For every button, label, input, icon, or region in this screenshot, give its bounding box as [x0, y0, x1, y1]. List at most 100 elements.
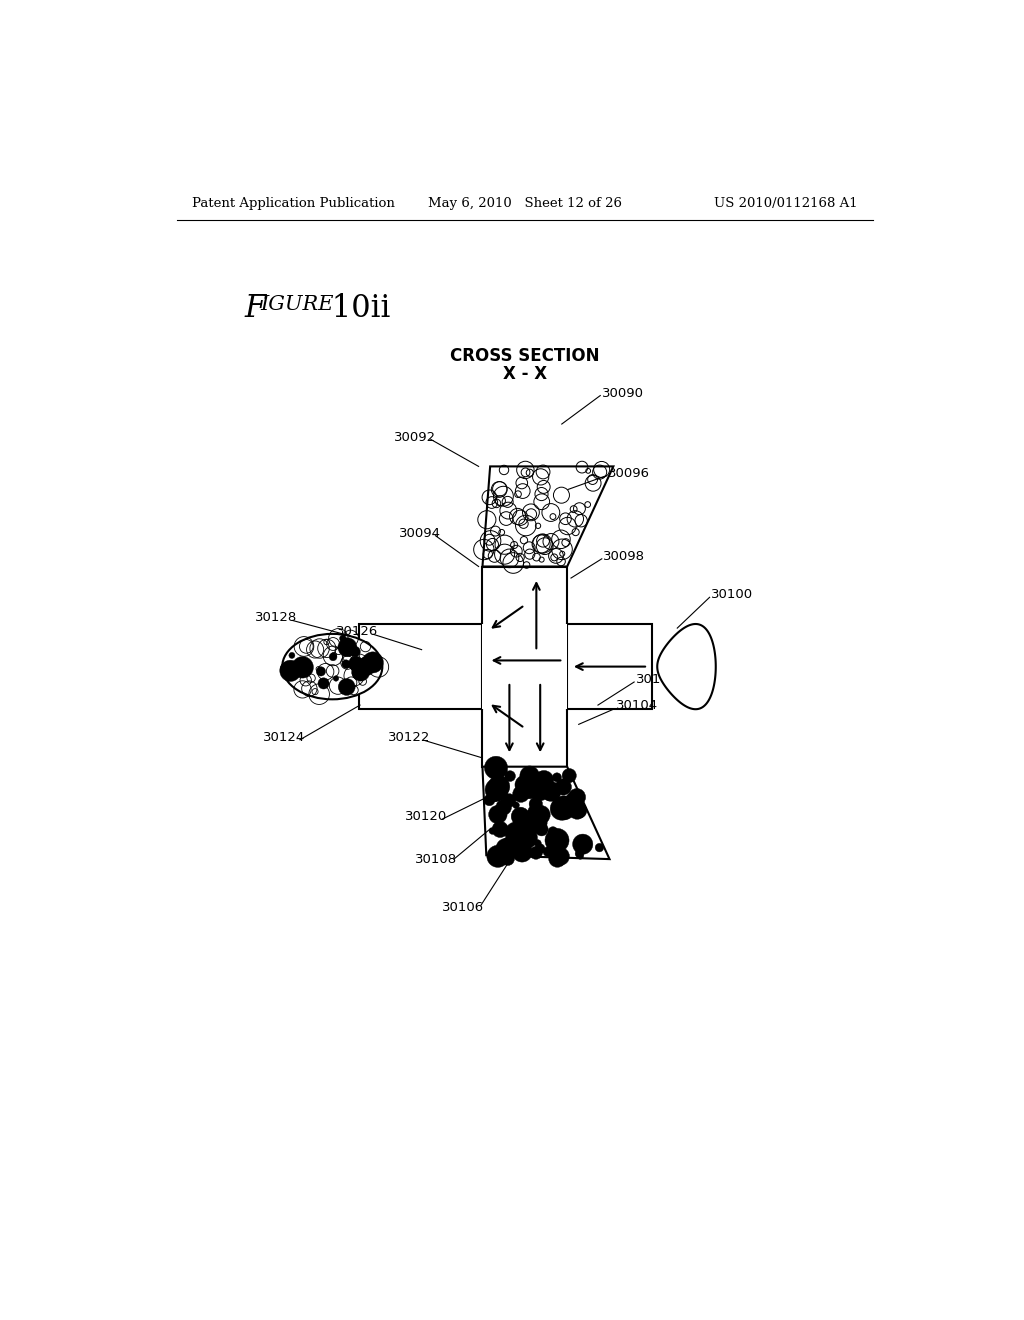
Text: 30106: 30106	[442, 902, 484, 915]
Text: 30094: 30094	[398, 527, 440, 540]
Circle shape	[548, 826, 558, 837]
Circle shape	[535, 843, 545, 854]
Circle shape	[552, 772, 561, 781]
Circle shape	[318, 677, 329, 689]
Circle shape	[520, 766, 540, 785]
Circle shape	[492, 795, 499, 801]
Circle shape	[543, 776, 549, 783]
Circle shape	[356, 657, 375, 676]
Circle shape	[577, 853, 584, 859]
Circle shape	[544, 789, 556, 801]
Text: 30092: 30092	[394, 430, 436, 444]
Text: 30126: 30126	[336, 624, 379, 638]
Text: 30098: 30098	[603, 550, 645, 564]
Circle shape	[361, 656, 370, 665]
Circle shape	[543, 846, 553, 857]
Circle shape	[549, 850, 566, 867]
Circle shape	[333, 676, 339, 681]
Circle shape	[486, 845, 509, 867]
Circle shape	[484, 756, 508, 779]
Circle shape	[531, 805, 550, 824]
Circle shape	[553, 830, 562, 841]
Circle shape	[545, 829, 569, 853]
Circle shape	[338, 638, 357, 657]
Circle shape	[520, 816, 538, 833]
Circle shape	[513, 803, 519, 809]
Text: 10ii: 10ii	[322, 293, 390, 325]
Circle shape	[338, 678, 355, 696]
Text: 30124: 30124	[263, 731, 305, 744]
Circle shape	[535, 840, 542, 846]
Circle shape	[536, 788, 542, 795]
Circle shape	[502, 837, 517, 851]
Polygon shape	[482, 767, 609, 859]
Circle shape	[505, 771, 515, 781]
Circle shape	[485, 779, 508, 801]
Text: 30122: 30122	[388, 731, 430, 744]
Circle shape	[340, 635, 346, 642]
Circle shape	[329, 653, 337, 661]
Circle shape	[527, 804, 544, 821]
Text: May 6, 2010   Sheet 12 of 26: May 6, 2010 Sheet 12 of 26	[428, 197, 622, 210]
Bar	[482, 667, 567, 767]
Circle shape	[348, 656, 364, 671]
Circle shape	[552, 796, 575, 820]
Circle shape	[496, 800, 511, 814]
Text: 30096: 30096	[608, 467, 650, 480]
Circle shape	[501, 767, 507, 775]
Text: CROSS SECTION: CROSS SECTION	[451, 347, 599, 366]
Text: X - X: X - X	[503, 364, 547, 383]
Circle shape	[575, 849, 584, 858]
Bar	[482, 566, 567, 667]
Text: F: F	[245, 293, 265, 325]
Circle shape	[488, 805, 507, 824]
Circle shape	[292, 656, 313, 678]
Circle shape	[289, 652, 295, 659]
Circle shape	[505, 822, 527, 843]
Circle shape	[492, 821, 508, 837]
Circle shape	[316, 667, 326, 676]
Circle shape	[517, 828, 538, 849]
Circle shape	[483, 795, 495, 805]
Circle shape	[536, 822, 548, 836]
Circle shape	[284, 664, 297, 676]
Circle shape	[350, 647, 360, 657]
Circle shape	[496, 838, 516, 858]
Text: 30100: 30100	[711, 587, 754, 601]
Circle shape	[487, 776, 510, 797]
Circle shape	[515, 775, 534, 795]
Circle shape	[493, 775, 506, 789]
Circle shape	[518, 776, 541, 799]
Circle shape	[540, 780, 551, 792]
Circle shape	[552, 847, 569, 865]
Text: 30090: 30090	[602, 387, 644, 400]
Text: 30120: 30120	[404, 810, 446, 824]
Bar	[567, 624, 652, 709]
Circle shape	[280, 660, 301, 681]
Circle shape	[362, 652, 383, 673]
Circle shape	[525, 812, 547, 833]
Polygon shape	[657, 624, 716, 709]
Circle shape	[489, 828, 496, 834]
Circle shape	[358, 660, 368, 669]
Circle shape	[534, 772, 550, 788]
Circle shape	[287, 661, 292, 668]
Circle shape	[542, 781, 561, 801]
Circle shape	[562, 768, 577, 783]
Circle shape	[342, 660, 350, 668]
Circle shape	[530, 771, 538, 777]
Circle shape	[568, 788, 586, 807]
Circle shape	[360, 665, 366, 669]
Text: 30108: 30108	[416, 853, 458, 866]
Circle shape	[535, 771, 554, 789]
Circle shape	[565, 792, 582, 809]
Text: IGURE: IGURE	[260, 296, 334, 314]
Circle shape	[351, 663, 370, 681]
Circle shape	[513, 817, 528, 832]
Circle shape	[529, 846, 543, 859]
Text: Patent Application Publication: Patent Application Publication	[193, 197, 395, 210]
Circle shape	[568, 801, 586, 820]
Circle shape	[529, 797, 543, 810]
Circle shape	[503, 793, 516, 808]
Ellipse shape	[283, 634, 382, 700]
